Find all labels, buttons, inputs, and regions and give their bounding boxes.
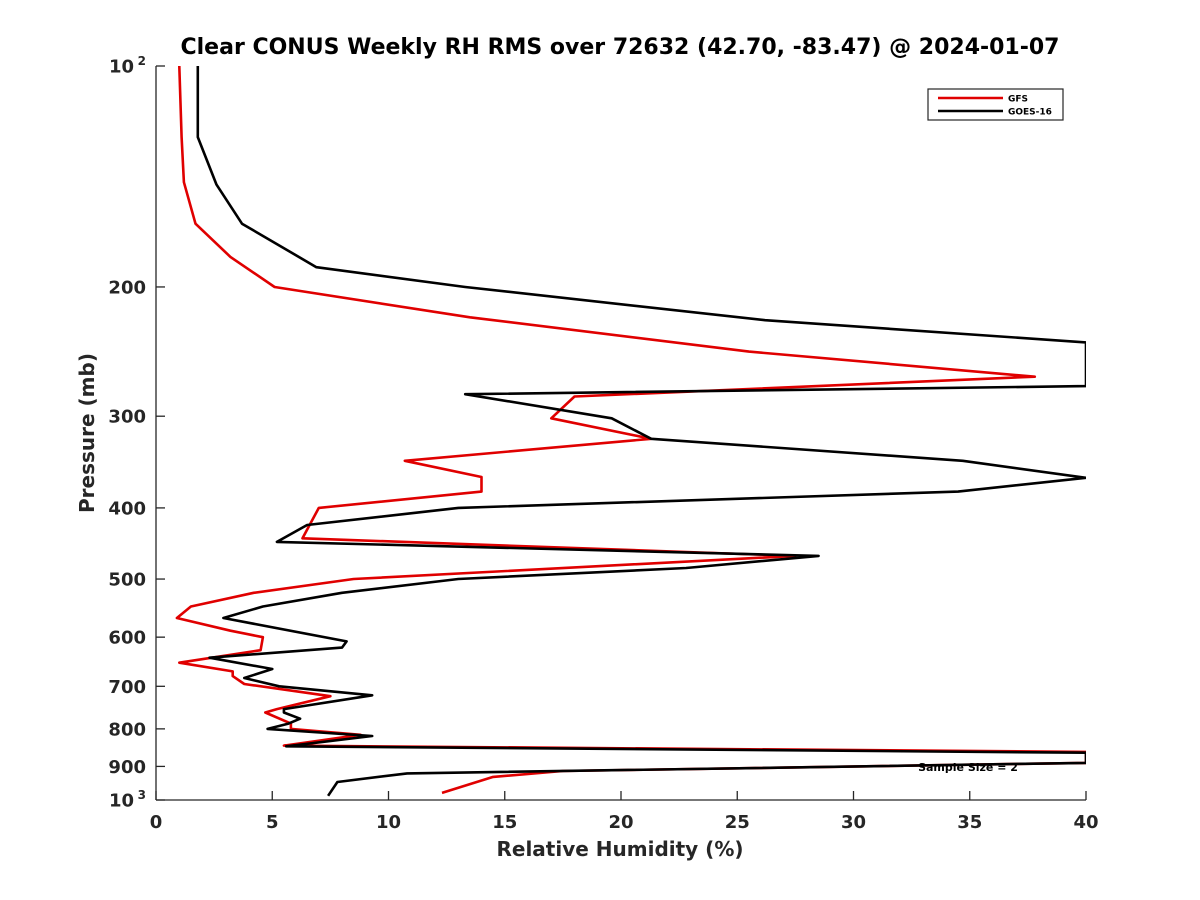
x-tick-label: 25	[725, 812, 750, 833]
y-tick-label: 400	[108, 498, 146, 519]
series-line-goes-16	[196, 66, 1086, 797]
series-layer	[175, 66, 1086, 797]
x-axis-label: Relative Humidity (%)	[496, 837, 743, 861]
x-tick-label: 10	[376, 812, 401, 833]
y-tick-label: 10	[109, 791, 134, 812]
sample-size-annotation: Sample Size = 2	[918, 761, 1018, 774]
y-tick-exponent: 3	[138, 788, 146, 802]
x-tick-label: 30	[841, 812, 866, 833]
y-tick-label: 500	[108, 570, 146, 591]
y-axis-label: Pressure (mb)	[75, 353, 99, 513]
y-tick-label: 10	[109, 57, 134, 78]
x-tick-label: 0	[150, 812, 163, 833]
axes-layer: 0 5 10 15 20 25 30 35 40 10 2 200 300 400 500 600 700 800…	[108, 54, 1098, 833]
x-tick-label: 20	[608, 812, 633, 833]
y-tick-exponent: 2	[138, 54, 146, 68]
x-tick-label: 40	[1073, 812, 1098, 833]
y-tick-label: 300	[108, 407, 146, 428]
y-tick-label: 900	[108, 757, 146, 778]
x-tick-label: 5	[266, 812, 279, 833]
x-tick-label: 15	[492, 812, 517, 833]
chart-title: Clear CONUS Weekly RH RMS over 72632 (42…	[181, 35, 1060, 60]
legend-box	[927, 88, 1064, 121]
legend-label: GOES-16	[1008, 108, 1052, 118]
y-tick-label: 700	[108, 677, 146, 698]
y-tick-label: 800	[108, 719, 146, 740]
y-tick-label: 600	[108, 628, 146, 649]
y-tick-label: 200	[108, 277, 146, 298]
legend: GFS GOES-16	[927, 88, 1064, 121]
x-tick-label: 35	[957, 812, 982, 833]
legend-label: GFS	[1008, 95, 1028, 105]
